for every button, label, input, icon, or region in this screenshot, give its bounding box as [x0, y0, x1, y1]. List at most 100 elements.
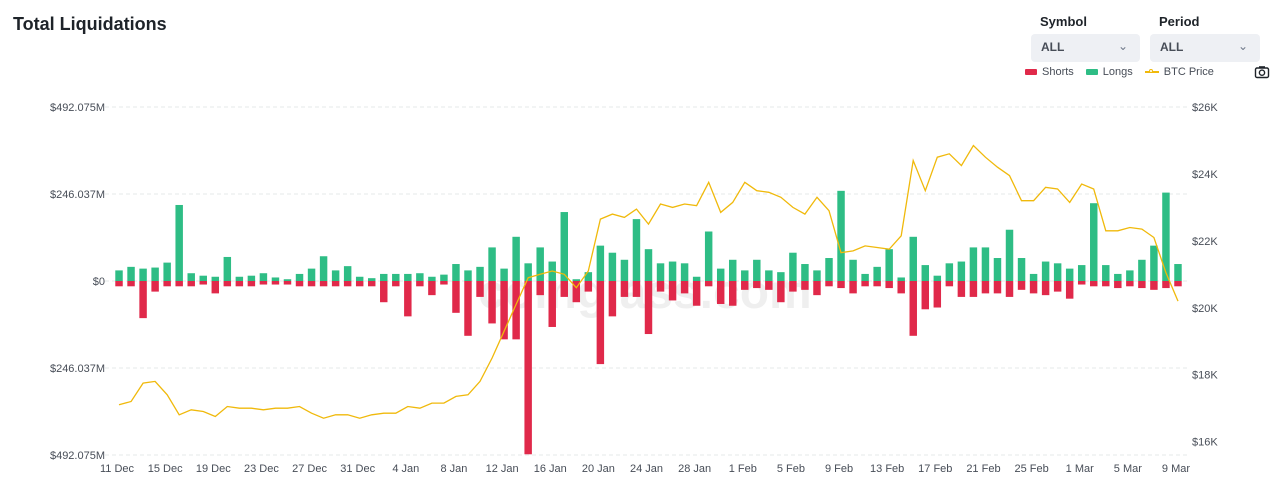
longs-bar: [1077, 265, 1086, 281]
longs-bar: [933, 275, 942, 281]
period-select-value: ALL: [1160, 40, 1184, 54]
shorts-bar: [464, 281, 472, 336]
longs-bar: [488, 247, 496, 281]
longs-bar: [440, 274, 448, 281]
longs-bar: [560, 212, 568, 281]
longs-bar: [187, 273, 195, 281]
longs-bar: [1150, 245, 1158, 281]
longs-bar: [331, 270, 340, 281]
longs-bar: [1005, 229, 1014, 281]
longs-bar: [1138, 259, 1146, 281]
y-right-tick-label: $22K: [1192, 236, 1218, 248]
shorts-bar: [608, 281, 617, 317]
x-tick-label: 16 Jan: [534, 463, 567, 475]
shorts-bar: [1041, 281, 1050, 296]
longs-bar: [199, 275, 207, 281]
longs-bar: [1102, 265, 1110, 281]
shorts-bar: [801, 281, 809, 290]
shorts-bar: [416, 281, 424, 287]
longs-bar: [704, 231, 713, 281]
shorts-bar: [548, 281, 556, 327]
x-tick-label: 27 Dec: [292, 463, 327, 475]
longs-bar: [849, 259, 857, 281]
legend-btc-price[interactable]: BTC Price: [1144, 66, 1214, 78]
legend-shorts[interactable]: Shorts: [1025, 66, 1074, 78]
longs-bar: [945, 263, 954, 281]
x-tick-label: 31 Dec: [340, 463, 375, 475]
shorts-bar: [1005, 281, 1014, 297]
shorts-bar: [175, 281, 183, 287]
longs-bar: [127, 266, 135, 281]
shorts-bar: [139, 281, 147, 319]
chevron-down-icon: ⌄: [1117, 39, 1128, 53]
x-tick-label: 11 Dec: [100, 463, 135, 475]
longs-bar: [620, 259, 629, 281]
shorts-bar: [993, 281, 1002, 294]
btc-price-swatch: [1144, 69, 1159, 73]
longs-bar: [343, 266, 352, 281]
longs-bar: [452, 264, 460, 281]
shorts-bar: [488, 281, 496, 324]
longs-bar: [1174, 264, 1182, 281]
period-select[interactable]: ALL ⌄: [1150, 34, 1260, 62]
shorts-bar: [680, 281, 689, 294]
longs-bar: [753, 259, 761, 281]
shorts-bar: [861, 281, 869, 287]
longs-bar: [993, 258, 1002, 281]
symbol-select[interactable]: ALL ⌄: [1031, 34, 1140, 62]
x-tick-label: 21 Feb: [966, 463, 1000, 475]
x-tick-label: 13 Feb: [870, 463, 904, 475]
shorts-bar: [644, 281, 653, 335]
longs-bar: [861, 273, 869, 281]
longs-bar: [656, 263, 665, 281]
longs-bar: [1017, 258, 1026, 281]
shorts-bar: [343, 281, 352, 287]
y-right-tick-label: $16K: [1192, 437, 1218, 449]
longs-bar: [500, 268, 508, 281]
y-right-tick-label: $26K: [1192, 102, 1218, 114]
longs-bar: [801, 264, 809, 281]
shorts-bar: [825, 281, 833, 287]
longs-bar: [789, 252, 797, 281]
y-left-tick-label: $492.075M: [50, 450, 105, 462]
y-right-tick-label: $24K: [1192, 169, 1218, 181]
x-tick-label: 24 Jan: [630, 463, 663, 475]
legend-longs[interactable]: Longs: [1085, 66, 1133, 78]
shorts-bar: [1017, 281, 1026, 290]
x-tick-label: 8 Jan: [440, 463, 467, 475]
shorts-bar: [969, 281, 978, 297]
shorts-bar: [223, 281, 232, 287]
shorts-bar: [668, 281, 677, 301]
x-tick-label: 17 Feb: [918, 463, 952, 475]
shorts-bar: [380, 281, 388, 303]
x-tick-label: 12 Jan: [486, 463, 519, 475]
shorts-bar: [897, 281, 905, 294]
x-tick-label: 1 Feb: [729, 463, 757, 475]
shorts-bar: [187, 281, 195, 287]
y-axis-left: $492.075M $246.037M $0 $246.037M $492.075M: [50, 102, 105, 462]
longs-bar: [247, 275, 256, 281]
longs-bar: [1114, 273, 1122, 281]
longs-bar: [175, 204, 183, 281]
longs-bar: [632, 219, 641, 281]
shorts-bar: [981, 281, 990, 294]
chart-legend: Shorts Longs BTC Price: [1025, 66, 1226, 78]
shorts-bar: [367, 281, 376, 287]
shorts-bar: [692, 281, 701, 306]
longs-bar: [307, 268, 316, 281]
shorts-bar: [1150, 281, 1158, 290]
camera-icon[interactable]: [1254, 64, 1270, 80]
bars-group: [115, 190, 1182, 455]
shorts-bar: [933, 281, 942, 308]
x-tick-label: 5 Mar: [1114, 463, 1142, 475]
shorts-bar: [1138, 281, 1146, 289]
longs-bar: [644, 249, 653, 281]
shorts-bar: [729, 281, 737, 306]
longs-bar: [825, 258, 833, 281]
longs-bar: [367, 278, 376, 281]
shorts-bar: [163, 281, 171, 287]
shorts-bar: [319, 281, 328, 287]
shorts-swatch: [1025, 69, 1037, 75]
shorts-bar: [741, 281, 749, 290]
